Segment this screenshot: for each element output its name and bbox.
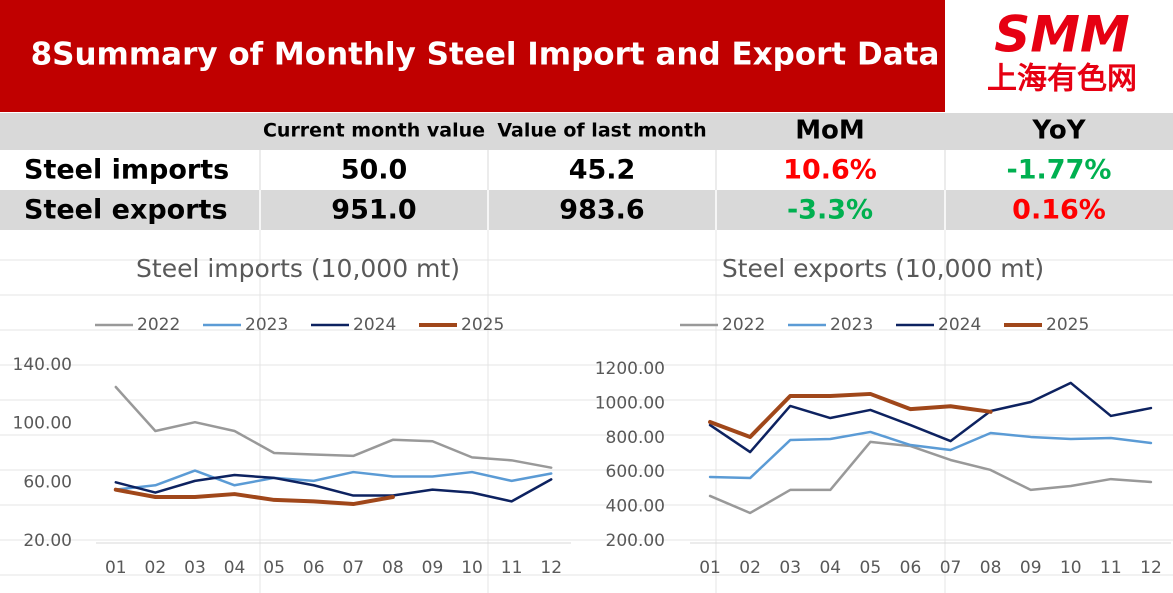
x-tick-label: 11 [1100, 558, 1122, 578]
legend-label: 2023 [830, 315, 873, 335]
x-tick-label: 03 [184, 558, 206, 578]
x-tick-label: 10 [461, 558, 483, 578]
cell-value: 50.0 [341, 155, 408, 186]
y-tick-label: 100.00 [13, 414, 72, 434]
x-tick-label: 06 [900, 558, 922, 578]
series-line [114, 469, 553, 491]
row-label: Steel imports [24, 155, 229, 186]
column-header: MoM [795, 116, 865, 146]
x-tick-label: 04 [819, 558, 841, 578]
sheet-grid [0, 230, 1173, 593]
cell-value: 983.6 [559, 195, 644, 226]
y-tick-label: 20.00 [23, 531, 72, 551]
y-tick-label: 1000.00 [595, 393, 665, 413]
series-line [708, 430, 1153, 480]
y-tick-label: 200.00 [606, 531, 665, 551]
y-tick-label: 60.00 [23, 472, 72, 492]
x-tick-label: 10 [1060, 558, 1082, 578]
table-borders-light [259, 150, 946, 190]
legend-label: 2022 [137, 315, 180, 335]
x-tick-label: 11 [501, 558, 523, 578]
series-line [114, 385, 553, 469]
cell-value: -3.3% [787, 195, 873, 226]
legend-label: 2022 [722, 315, 765, 335]
legend-label: 2024 [353, 315, 396, 335]
column-header: Value of last month [497, 120, 706, 142]
x-tick-label: 03 [779, 558, 801, 578]
series-line [708, 391, 993, 439]
x-tick-label: 08 [980, 558, 1002, 578]
column-header: YoY [1031, 116, 1086, 146]
header-band [0, 0, 945, 112]
y-tick-label: 400.00 [606, 497, 665, 517]
x-tick-label: 05 [263, 558, 285, 578]
legend-label: 2025 [1046, 315, 1089, 335]
series-line [708, 440, 1153, 515]
x-tick-label: 12 [1140, 558, 1162, 578]
y-tick-label: 800.00 [606, 428, 665, 448]
chart-title: Steel exports (10,000 mt) [722, 254, 1044, 283]
logo-sub: 上海有色网 [987, 62, 1137, 97]
column-header: Current month value [263, 120, 485, 142]
x-tick-label: 07 [342, 558, 364, 578]
series-line [113, 487, 395, 507]
cell-value: -1.77% [1007, 155, 1112, 186]
series-line [114, 473, 553, 503]
table-row-bg [0, 190, 1173, 230]
x-tick-label: 08 [382, 558, 404, 578]
header-title: 8Summary of Monthly Steel Import and Exp… [31, 37, 940, 73]
chart-title: Steel imports (10,000 mt) [136, 254, 460, 283]
x-tick-label: 05 [860, 558, 882, 578]
table-header-row [0, 113, 1173, 150]
y-tick-label: 600.00 [606, 462, 665, 482]
row-label: Steel exports [24, 195, 228, 226]
x-tick-label: 07 [940, 558, 962, 578]
y-tick-label: 1200.00 [595, 359, 665, 379]
x-tick-label: 09 [1020, 558, 1042, 578]
x-tick-label: 01 [699, 558, 721, 578]
legend-label: 2023 [245, 315, 288, 335]
cell-value: 0.16% [1012, 195, 1106, 226]
legend-label: 2024 [938, 315, 981, 335]
series-line [708, 381, 1153, 454]
x-tick-label: 06 [303, 558, 325, 578]
legend-label: 2025 [461, 315, 504, 335]
logo: SMM [994, 6, 1130, 64]
cell-value: 10.6% [783, 155, 877, 186]
cell-value: 951.0 [331, 195, 416, 226]
x-tick-label: 01 [105, 558, 127, 578]
x-tick-label: 02 [739, 558, 761, 578]
x-tick-label: 12 [540, 558, 562, 578]
cell-value: 45.2 [569, 155, 636, 186]
x-tick-label: 09 [422, 558, 444, 578]
y-tick-label: 140.00 [13, 355, 72, 375]
x-tick-label: 04 [224, 558, 246, 578]
x-tick-label: 02 [145, 558, 167, 578]
